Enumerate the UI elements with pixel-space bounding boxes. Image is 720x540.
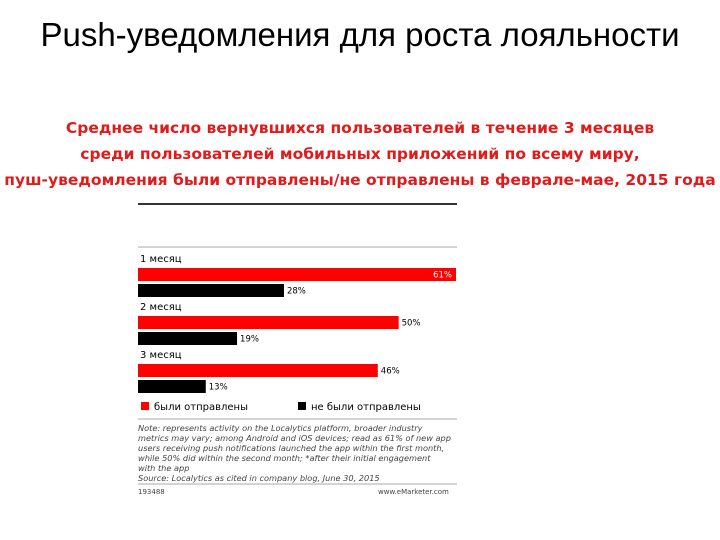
subtitle-line: Среднее число вернувшихся пользователей … <box>65 119 655 137</box>
data-label: 50% <box>402 319 421 329</box>
legend: были отправлены не были отправлены <box>141 402 421 413</box>
chart-note: Note: represents activity on the Localyt… <box>138 423 460 483</box>
category-label: 1 месяц <box>140 254 182 265</box>
note-line: metrics may vary; among Android and iOS … <box>138 432 451 443</box>
category-label: 2 месяц <box>140 302 182 313</box>
legend-label: были отправлены <box>154 402 248 413</box>
legend-label: не были отправлены <box>311 402 421 413</box>
note-line: with the app <box>138 462 190 473</box>
data-label: 13% <box>209 383 228 393</box>
bar <box>138 316 399 329</box>
bar <box>138 284 284 297</box>
note-line: users receiving push notifications launc… <box>138 442 445 453</box>
legend-swatch <box>141 402 149 410</box>
data-label: 46% <box>381 367 400 377</box>
bar <box>138 380 206 393</box>
chart-subtitle: Среднее число вернувшихся пользователей … <box>0 115 720 193</box>
source-line: Source: Localytics as cited in company b… <box>138 472 380 483</box>
slide-title: Push-уведомления для роста лояльности <box>40 16 680 53</box>
subtitle-line: среди пользователей мобильных приложений… <box>80 145 640 163</box>
bar <box>138 332 238 345</box>
bar <box>138 268 456 281</box>
note-line: while 50% did within the second month; *… <box>138 452 431 463</box>
bar <box>138 364 378 377</box>
brand-link[interactable]: www.eMarketer.com <box>378 488 449 496</box>
subtitle-line: пуш-уведомления были отправлены/не отпра… <box>4 171 716 189</box>
chart-id: 193488 <box>138 488 165 496</box>
bars-layer: 1 месяц 61% 28% 2 месяц 50% 19% 3 месяц 46% 13% <box>138 254 456 393</box>
note-line: Note: represents activity on the Localyt… <box>138 423 423 433</box>
category-label: 3 месяц <box>140 350 182 361</box>
data-label: 28% <box>287 287 306 297</box>
data-label: 61% <box>433 271 452 281</box>
data-label: 19% <box>240 335 259 345</box>
legend-swatch <box>298 402 306 410</box>
